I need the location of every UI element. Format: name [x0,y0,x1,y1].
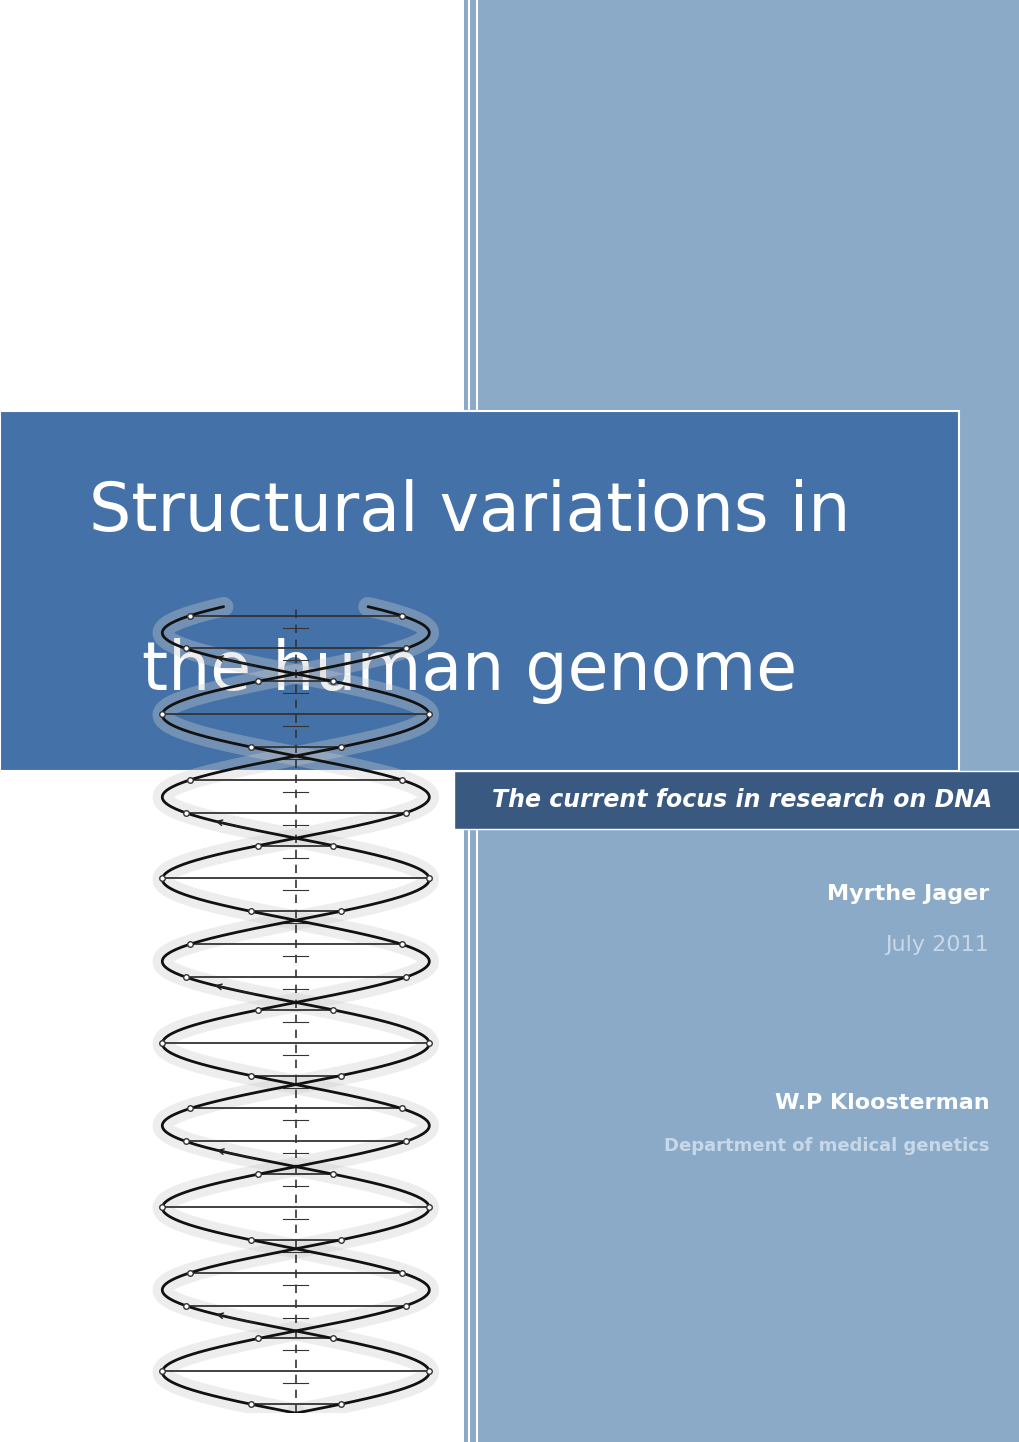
Bar [453,771,1019,829]
Bar [0,411,958,771]
Text: July 2011: July 2011 [884,934,988,955]
Text: W.P Kloosterman: W.P Kloosterman [774,1093,988,1113]
Text: Myrthe Jager: Myrthe Jager [826,884,988,904]
Text: Structural variations in: Structural variations in [89,479,849,545]
Text: the human genome: the human genome [142,637,796,704]
Text: The current focus in research on DNA: The current focus in research on DNA [491,789,991,812]
Text: Department of medical genetics: Department of medical genetics [663,1138,988,1155]
Bar [464,0,1019,1442]
